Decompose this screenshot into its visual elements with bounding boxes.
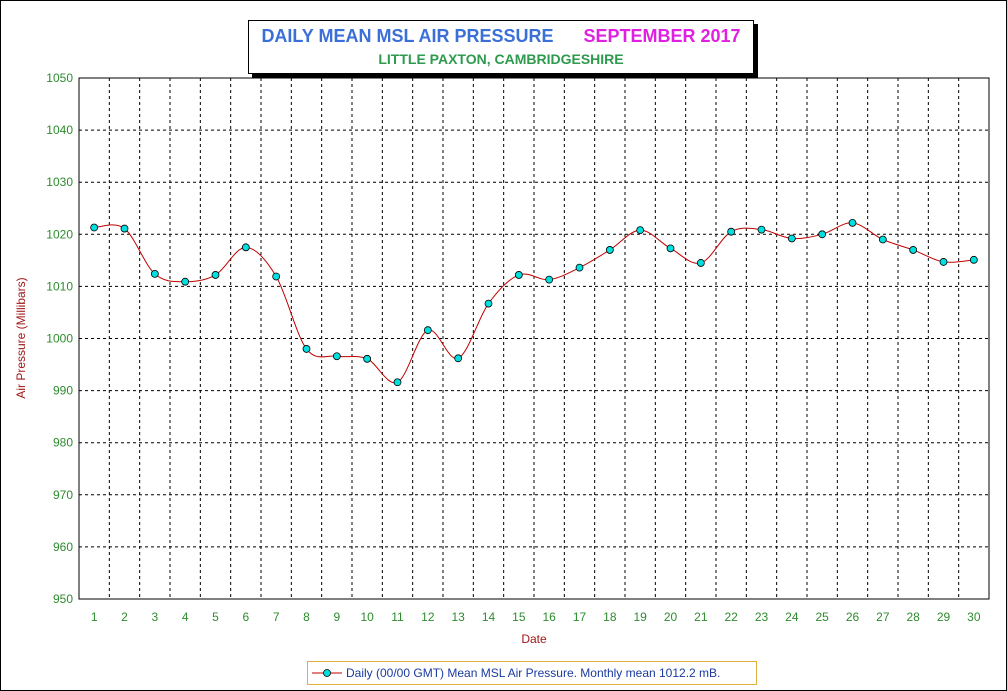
data-point [909,246,918,254]
x-tick-label: 13 [451,610,465,624]
y-tick-label: 970 [53,488,73,502]
data-point [575,263,584,272]
x-tick-label: 26 [846,610,860,624]
data-point [393,378,402,387]
y-tick-label: 1030 [46,175,73,189]
x-tick-label: 24 [785,610,799,624]
x-tick-label: 2 [121,610,128,624]
legend: Daily (00/00 GMT) Mean MSL Air Pressure.… [307,661,757,685]
x-tick-label: 17 [573,610,587,624]
data-point [605,246,614,254]
chart-title-month: SEPTEMBER 2017 [583,26,741,46]
chart-subtitle: LITTLE PAXTON, CAMBRIDGESHIRE [378,51,624,67]
data-point [969,255,978,264]
y-tick-label: 980 [53,436,73,450]
data-point [90,223,99,232]
x-tick-label: 22 [724,610,738,624]
data-point [423,326,432,335]
x-tick-label: 11 [391,610,404,624]
x-tick-label: 6 [242,610,249,624]
x-tick-label: 20 [664,610,678,624]
y-tick-label: 1020 [46,227,73,241]
x-tick-label: 14 [482,610,496,624]
data-point [878,235,887,244]
data-point [787,234,796,243]
data-point [545,275,554,284]
y-axis-label: Air Pressure (Millibars) [14,277,28,398]
y-tick-label: 1010 [46,279,73,293]
data-point [363,354,372,363]
data-point [757,225,766,234]
data-point [302,345,311,353]
data-point [272,272,281,281]
data-point [939,258,948,266]
x-tick-label: 15 [512,610,526,624]
x-tick-label: 1 [91,610,98,624]
data-point [636,226,645,235]
data-point [181,277,190,286]
x-tick-label: 4 [182,610,189,624]
data-point [241,243,250,252]
x-tick-label: 29 [937,610,951,624]
x-tick-label: 25 [815,610,829,624]
legend-entry: Daily (00/00 GMT) Mean MSL Air Pressure.… [346,666,721,680]
x-tick-label: 7 [273,610,280,624]
data-point [666,244,675,253]
data-point [454,354,463,363]
x-tick-label: 27 [876,610,890,624]
x-axis-label: Date [521,632,547,646]
y-tick-label: 1050 [46,71,73,85]
data-point [696,259,705,267]
data-point [120,224,129,233]
x-tick-label: 23 [755,610,769,624]
x-tick-label: 19 [633,610,647,624]
grid-lines [79,78,989,599]
chart-title: DAILY MEAN MSL AIR PRESSURE [261,26,554,46]
data-point [514,271,523,279]
x-tick-label: 30 [967,610,981,624]
y-tick-label: 950 [53,592,73,606]
x-tick-label: 28 [906,610,920,624]
x-tick-label: 3 [151,610,158,624]
x-tick-label: 18 [603,610,617,624]
y-tick-label: 960 [53,540,73,554]
data-point [818,230,827,239]
x-tick-label: 12 [421,610,435,624]
x-tick-label: 21 [694,610,708,624]
data-point [211,271,220,279]
x-tick-labels: 1 2 3 4 5 6 7 8 9 10 11 12 13 14 15 16 17 18 19 20 21 22 23 24 2… [91,610,981,624]
x-tick-label: 9 [333,610,340,624]
data-point [848,218,857,227]
series-markers [90,218,978,387]
data-point [332,352,341,361]
x-tick-label: 10 [360,610,374,624]
x-tick-label: 16 [542,610,556,624]
title-box: DAILY MEAN MSL AIR PRESSURE SEPTEMBER 201… [248,20,754,74]
data-point [150,269,159,278]
x-tick-label: 8 [303,610,310,624]
y-tick-label: 990 [53,384,73,398]
data-point [484,299,493,308]
y-tick-labels: 950 960 970 980 990 1000 1010 1020 1030 1040 1050 [46,71,73,606]
y-tick-label: 1000 [46,332,73,346]
legend-swatch [312,669,342,677]
y-tick-label: 1040 [46,123,73,137]
x-tick-label: 5 [212,610,219,624]
title-line: DAILY MEAN MSL AIR PRESSURE SEPTEMBER 201… [249,26,753,47]
data-point [727,227,736,236]
